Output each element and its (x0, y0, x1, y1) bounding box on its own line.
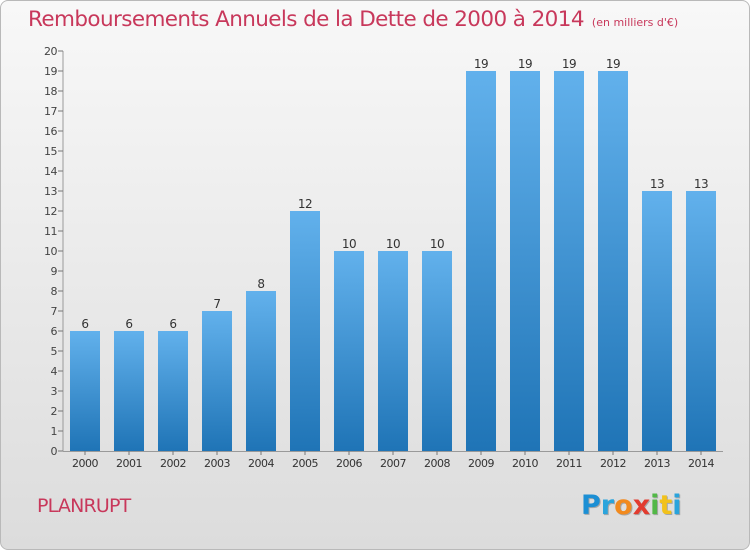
chart-labels: 2000 6 2001 6 2002 6 2003 7 2004 8 2005 12 2006 10 200… (72, 57, 715, 470)
x-tick-label: 2001 (116, 457, 142, 470)
data-label: 19 (606, 57, 620, 71)
data-label: 10 (342, 237, 356, 251)
y-tick-label: 0 (51, 445, 58, 458)
data-label: 12 (298, 197, 312, 211)
data-label: 6 (125, 317, 132, 331)
data-label: 19 (518, 57, 532, 71)
data-label: 19 (474, 57, 488, 71)
y-tick-label: 11 (44, 225, 57, 238)
x-tick-label: 2008 (424, 457, 450, 470)
bar-2006 (334, 251, 364, 451)
x-tick-label: 2007 (380, 457, 406, 470)
x-tick-label: 2000 (72, 457, 98, 470)
x-tick-label: 2003 (204, 457, 230, 470)
x-tick-label: 2010 (512, 457, 538, 470)
y-tick-label: 5 (51, 345, 58, 358)
bar-2002 (158, 331, 188, 451)
y-tick-label: 14 (44, 165, 57, 178)
chart-title-unit: (en milliers d'€) (591, 16, 679, 29)
data-label: 13 (694, 177, 708, 191)
bar-2007 (378, 251, 408, 451)
data-label: 6 (81, 317, 88, 331)
bar-2013 (642, 191, 672, 451)
x-tick-label: 2006 (336, 457, 362, 470)
x-tick-label: 2011 (556, 457, 582, 470)
logo-letter: i (672, 490, 682, 521)
y-tick-label: 20 (44, 45, 57, 58)
y-tick-label: 4 (51, 365, 58, 378)
logo-letter: x (632, 490, 651, 521)
data-label: 8 (257, 277, 264, 291)
y-tick-label: 10 (44, 245, 57, 258)
data-label: 10 (386, 237, 400, 251)
bar-2012 (598, 71, 628, 451)
bar-2014 (686, 191, 716, 451)
chart-bars (70, 71, 716, 451)
y-tick-label: 9 (51, 265, 58, 278)
x-tick-label: 2012 (600, 457, 626, 470)
logo-letter: t (659, 490, 673, 521)
data-label: 7 (213, 297, 220, 311)
data-label: 13 (650, 177, 664, 191)
y-tick-label: 6 (51, 325, 58, 338)
proxiti-logo[interactable]: Proxiti (581, 490, 682, 521)
y-tick-label: 2 (51, 405, 58, 418)
bar-2001 (114, 331, 144, 451)
x-tick-label: 2014 (688, 457, 714, 470)
logo-letter: P (581, 490, 601, 521)
bar-2010 (510, 71, 540, 451)
logo-letter: o (614, 490, 633, 521)
x-tick-label: 2004 (248, 457, 274, 470)
y-tick-label: 1 (51, 425, 58, 438)
x-tick-label: 2009 (468, 457, 494, 470)
data-label: 10 (430, 237, 444, 251)
data-label: 19 (562, 57, 576, 71)
bar-2003 (202, 311, 232, 451)
y-tick-label: 8 (51, 285, 58, 298)
chart-title: Remboursements Annuels de la Dette de 20… (28, 7, 678, 32)
bar-2000 (70, 331, 100, 451)
x-tick-label: 2005 (292, 457, 318, 470)
bar-2008 (422, 251, 452, 451)
logo-letter: r (600, 490, 615, 521)
chart-title-main: Remboursements Annuels de la Dette de 20… (28, 7, 585, 32)
data-label: 6 (169, 317, 176, 331)
bar-2011 (554, 71, 584, 451)
y-tick-label: 16 (44, 125, 57, 138)
y-tick-label: 15 (44, 145, 57, 158)
y-tick-label: 19 (44, 65, 57, 78)
x-tick-label: 2013 (644, 457, 670, 470)
y-tick-label: 3 (51, 385, 58, 398)
y-tick-label: 17 (44, 105, 57, 118)
bar-2009 (466, 71, 496, 451)
bar-2004 (246, 291, 276, 451)
y-tick-label: 12 (44, 205, 57, 218)
bar-2005 (290, 211, 320, 451)
x-tick-label: 2002 (160, 457, 186, 470)
commune-name: PLANRUPT (37, 495, 131, 517)
y-tick-label: 7 (51, 305, 58, 318)
y-tick-label: 18 (44, 85, 57, 98)
logo-letter: i (650, 490, 660, 521)
y-tick-label: 13 (44, 185, 57, 198)
